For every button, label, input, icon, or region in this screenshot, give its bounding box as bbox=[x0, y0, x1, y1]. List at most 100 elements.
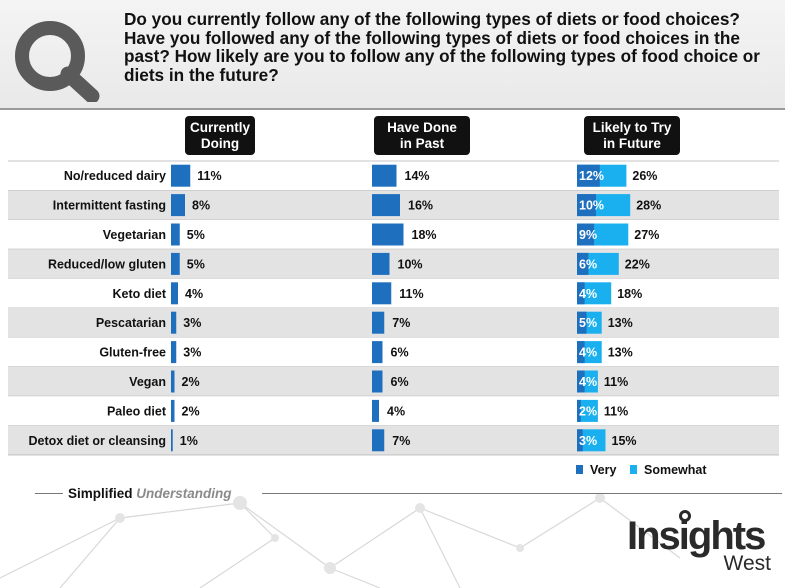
category-label: Pescatarian bbox=[96, 316, 166, 330]
total-value-label: 11% bbox=[604, 375, 628, 389]
past-value-label: 6% bbox=[391, 346, 409, 360]
past-bar bbox=[372, 429, 385, 452]
total-value-label: 18% bbox=[617, 287, 642, 301]
network-background bbox=[0, 493, 681, 588]
category-label: Reduced/low gluten bbox=[48, 257, 166, 271]
very-bar bbox=[577, 164, 600, 187]
current-bar bbox=[171, 399, 175, 422]
past-bar bbox=[372, 194, 400, 217]
very-value-label: 10% bbox=[579, 199, 604, 213]
legend-very-swatch bbox=[576, 465, 583, 474]
past-value-label: 14% bbox=[405, 169, 430, 183]
current-bar bbox=[171, 164, 191, 187]
total-value-label: 15% bbox=[612, 434, 637, 448]
past-bar bbox=[372, 341, 383, 364]
tagline-rule-left bbox=[35, 493, 63, 494]
somewhat-bar bbox=[577, 399, 598, 422]
total-value-label: 27% bbox=[634, 228, 659, 242]
current-bar bbox=[171, 370, 175, 393]
current-bar bbox=[171, 282, 178, 305]
row-background bbox=[8, 337, 779, 367]
row-background bbox=[8, 308, 779, 338]
column-header-line1: Likely to Try bbox=[593, 120, 672, 135]
category-label: Keto diet bbox=[113, 287, 167, 301]
somewhat-bar bbox=[577, 282, 612, 305]
column-header-line1: Currently bbox=[190, 120, 251, 135]
very-bar bbox=[577, 252, 589, 275]
column-header-background bbox=[374, 116, 470, 155]
very-value-label: 9% bbox=[579, 228, 597, 242]
past-value-label: 16% bbox=[408, 199, 433, 213]
row-background bbox=[8, 366, 779, 397]
current-value-label: 2% bbox=[182, 404, 200, 418]
column-header-background bbox=[584, 116, 680, 155]
very-bar bbox=[577, 341, 585, 364]
current-value-label: 5% bbox=[187, 257, 205, 271]
very-bar bbox=[577, 399, 581, 422]
very-bar bbox=[577, 194, 596, 217]
current-value-label: 4% bbox=[185, 287, 203, 301]
current-value-label: 2% bbox=[182, 375, 200, 389]
brand-logo: Insights West bbox=[627, 510, 777, 584]
total-value-label: 13% bbox=[608, 346, 633, 360]
total-value-label: 13% bbox=[608, 316, 633, 330]
row-background bbox=[8, 425, 779, 455]
current-bar bbox=[171, 252, 180, 275]
very-value-label: 4% bbox=[579, 346, 597, 360]
current-value-label: 8% bbox=[192, 199, 210, 213]
tagline: Simplified Understanding bbox=[68, 486, 232, 501]
total-value-label: 11% bbox=[604, 404, 628, 418]
category-label: Detox diet or cleansing bbox=[28, 434, 166, 448]
column-header-line2: in Past bbox=[400, 136, 445, 151]
column-header-background bbox=[185, 116, 255, 155]
past-bar bbox=[372, 223, 404, 246]
category-label: Vegetarian bbox=[103, 228, 166, 242]
very-bar bbox=[577, 429, 583, 452]
current-bar bbox=[171, 194, 185, 217]
row-background bbox=[8, 249, 779, 279]
very-value-label: 2% bbox=[579, 404, 597, 418]
current-value-label: 1% bbox=[180, 434, 198, 448]
very-value-label: 5% bbox=[579, 316, 597, 330]
legend-very-label: Very bbox=[590, 463, 616, 477]
total-value-label: 26% bbox=[632, 169, 657, 183]
brand-dot-icon bbox=[679, 510, 691, 522]
current-value-label: 3% bbox=[183, 346, 201, 360]
category-label: Gluten-free bbox=[99, 346, 166, 360]
somewhat-bar bbox=[577, 429, 606, 452]
very-bar bbox=[577, 223, 595, 246]
past-value-label: 4% bbox=[387, 404, 405, 418]
column-header-line2: Doing bbox=[201, 136, 239, 151]
current-bar bbox=[171, 223, 180, 246]
current-value-label: 5% bbox=[187, 228, 205, 242]
tagline-rule-right bbox=[262, 493, 782, 494]
current-value-label: 11% bbox=[197, 169, 221, 183]
legend-somewhat-swatch bbox=[630, 465, 637, 474]
question-text: Do you currently follow any of the follo… bbox=[124, 9, 760, 85]
column-header-line2: in Future bbox=[603, 136, 661, 151]
column-header-line1: Have Done bbox=[387, 120, 457, 135]
category-label: Intermittent fasting bbox=[53, 199, 166, 213]
row-background bbox=[8, 396, 779, 426]
total-value-label: 28% bbox=[636, 199, 661, 213]
tagline-part1: Simplified bbox=[68, 486, 133, 501]
category-label: No/reduced dairy bbox=[64, 169, 166, 183]
past-bar bbox=[372, 370, 383, 393]
past-value-label: 11% bbox=[399, 287, 423, 301]
past-bar bbox=[372, 164, 397, 187]
past-value-label: 18% bbox=[412, 228, 437, 242]
row-background bbox=[8, 278, 779, 308]
brand-sub: West bbox=[723, 552, 771, 575]
very-value-label: 4% bbox=[579, 287, 597, 301]
header: Do you currently follow any of the follo… bbox=[0, 0, 785, 110]
past-value-label: 7% bbox=[392, 434, 410, 448]
very-bar bbox=[577, 282, 585, 305]
category-label: Vegan bbox=[129, 375, 166, 389]
current-bar bbox=[171, 429, 173, 452]
past-value-label: 10% bbox=[398, 257, 423, 271]
brand-main: Insights bbox=[627, 514, 766, 558]
current-value-label: 3% bbox=[183, 316, 201, 330]
total-value-label: 22% bbox=[625, 257, 650, 271]
tagline-part2: Understanding bbox=[136, 486, 232, 501]
